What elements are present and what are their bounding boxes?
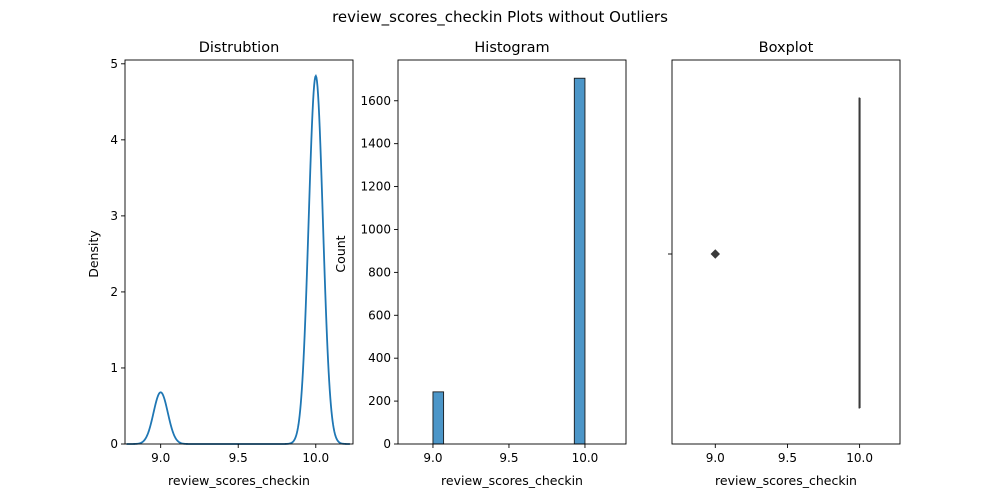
histogram-ytick-label: 400	[368, 351, 391, 365]
histogram-ylabel: Count	[333, 235, 348, 272]
boxplot-xtick-label: 10.0	[846, 451, 873, 465]
boxplot-xlabel: review_scores_checkin	[715, 473, 857, 488]
histogram-ytick-label: 0	[383, 437, 391, 451]
histogram-ytick-label: 1000	[360, 222, 391, 236]
boxplot-xtick-label: 9.0	[706, 451, 725, 465]
distribution-ytick-label: 4	[110, 133, 118, 147]
histogram-ytick-label: 1600	[360, 94, 391, 108]
distribution-ylabel: Density	[86, 230, 101, 278]
box-iqr	[858, 97, 861, 409]
histogram-ytick-label: 1400	[360, 137, 391, 151]
histogram-xtick-label: 9.5	[499, 451, 518, 465]
figure-title: review_scores_checkin Plots without Outl…	[332, 8, 668, 27]
distribution-ytick-label: 5	[110, 57, 118, 71]
distribution-xtick-label: 9.0	[151, 451, 170, 465]
distribution-frame	[124, 59, 354, 445]
distribution-ytick-label: 1	[110, 361, 118, 375]
distribution-panel: Distrubtion review_scores_checkin Densit…	[86, 40, 354, 488]
distribution-xlabel: review_scores_checkin	[168, 473, 310, 488]
histogram-panel: Histogram review_scores_checkin Count 9.…	[333, 40, 627, 488]
distribution-ytick-label: 3	[110, 209, 118, 223]
histogram-title: Histogram	[474, 40, 549, 56]
distribution-title: Distrubtion	[199, 40, 280, 56]
histogram-bar	[573, 77, 586, 445]
histogram-ytick-label: 800	[368, 265, 391, 279]
boxplot-xtick-label: 9.5	[778, 451, 797, 465]
histogram-ytick-label: 1200	[360, 180, 391, 194]
boxplot-panel: Boxplot review_scores_checkin 9.0 9.5 10.0	[668, 40, 901, 488]
histogram-bar	[432, 391, 445, 445]
distribution-ytick-label: 2	[110, 285, 118, 299]
histogram-frame	[397, 59, 627, 445]
histogram-xtick-label: 10.0	[572, 451, 599, 465]
histogram-ytick-label: 200	[368, 394, 391, 408]
distribution-xtick-label: 9.5	[229, 451, 248, 465]
distribution-xtick-label: 10.0	[302, 451, 329, 465]
distribution-ytick-label: 0	[110, 437, 118, 451]
histogram-xlabel: review_scores_checkin	[441, 473, 583, 488]
boxplot-title: Boxplot	[759, 40, 814, 56]
boxplot-outlier	[710, 249, 720, 259]
histogram-ytick-label: 600	[368, 308, 391, 322]
kde-line	[126, 74, 350, 445]
histogram-xtick-label: 9.0	[423, 451, 442, 465]
boxplot-frame	[671, 59, 901, 445]
